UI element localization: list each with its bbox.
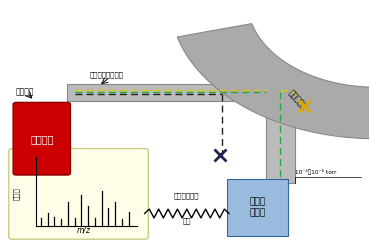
Text: イオン化サンプル: イオン化サンプル — [90, 71, 124, 78]
Bar — [266, 84, 295, 183]
FancyBboxPatch shape — [227, 179, 288, 236]
Text: ソフトウェア: ソフトウェア — [174, 192, 199, 199]
Text: イオン源: イオン源 — [30, 134, 54, 144]
Text: イオン
検出部: イオン 検出部 — [249, 198, 266, 217]
Text: サンプル: サンプル — [16, 88, 34, 96]
Text: 解析: 解析 — [182, 217, 191, 224]
Text: 相対量: 相対量 — [14, 187, 20, 200]
Text: 10⁻⁴～10⁻⁶ torr: 10⁻⁴～10⁻⁶ torr — [295, 169, 337, 175]
Text: 質量分析部: 質量分析部 — [286, 88, 309, 112]
Polygon shape — [177, 24, 370, 139]
FancyBboxPatch shape — [13, 102, 70, 175]
Text: m/z: m/z — [77, 226, 91, 235]
FancyBboxPatch shape — [9, 149, 148, 239]
Bar — [67, 84, 273, 101]
Bar — [266, 84, 295, 101]
